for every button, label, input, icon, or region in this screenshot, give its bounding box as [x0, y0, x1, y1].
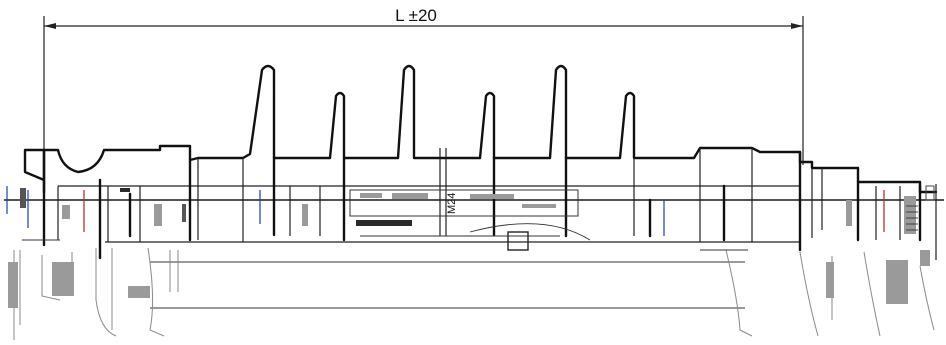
hatch-details [20, 185, 935, 234]
rod-detail-4 [522, 204, 556, 208]
thread-label: M24 [446, 193, 458, 214]
lower-half-profile [8, 239, 935, 340]
rod-curve [469, 223, 591, 241]
rod-detail-2 [392, 193, 428, 199]
length-dimension: L ±20 [43, 6, 804, 165]
dimension-arrow-left [44, 23, 56, 29]
rod-collar-1 [356, 220, 412, 226]
end-fitting-thread [906, 205, 918, 231]
rod-detail-1 [360, 193, 382, 198]
dimension-label: L ±20 [395, 6, 437, 25]
section-lines [42, 148, 937, 260]
dimension-arrow-right [791, 23, 803, 29]
rod-outline [349, 189, 579, 217]
rod-nut [507, 231, 529, 251]
rod-detail-3 [470, 194, 514, 199]
threaded-rod: M24 [349, 189, 591, 251]
